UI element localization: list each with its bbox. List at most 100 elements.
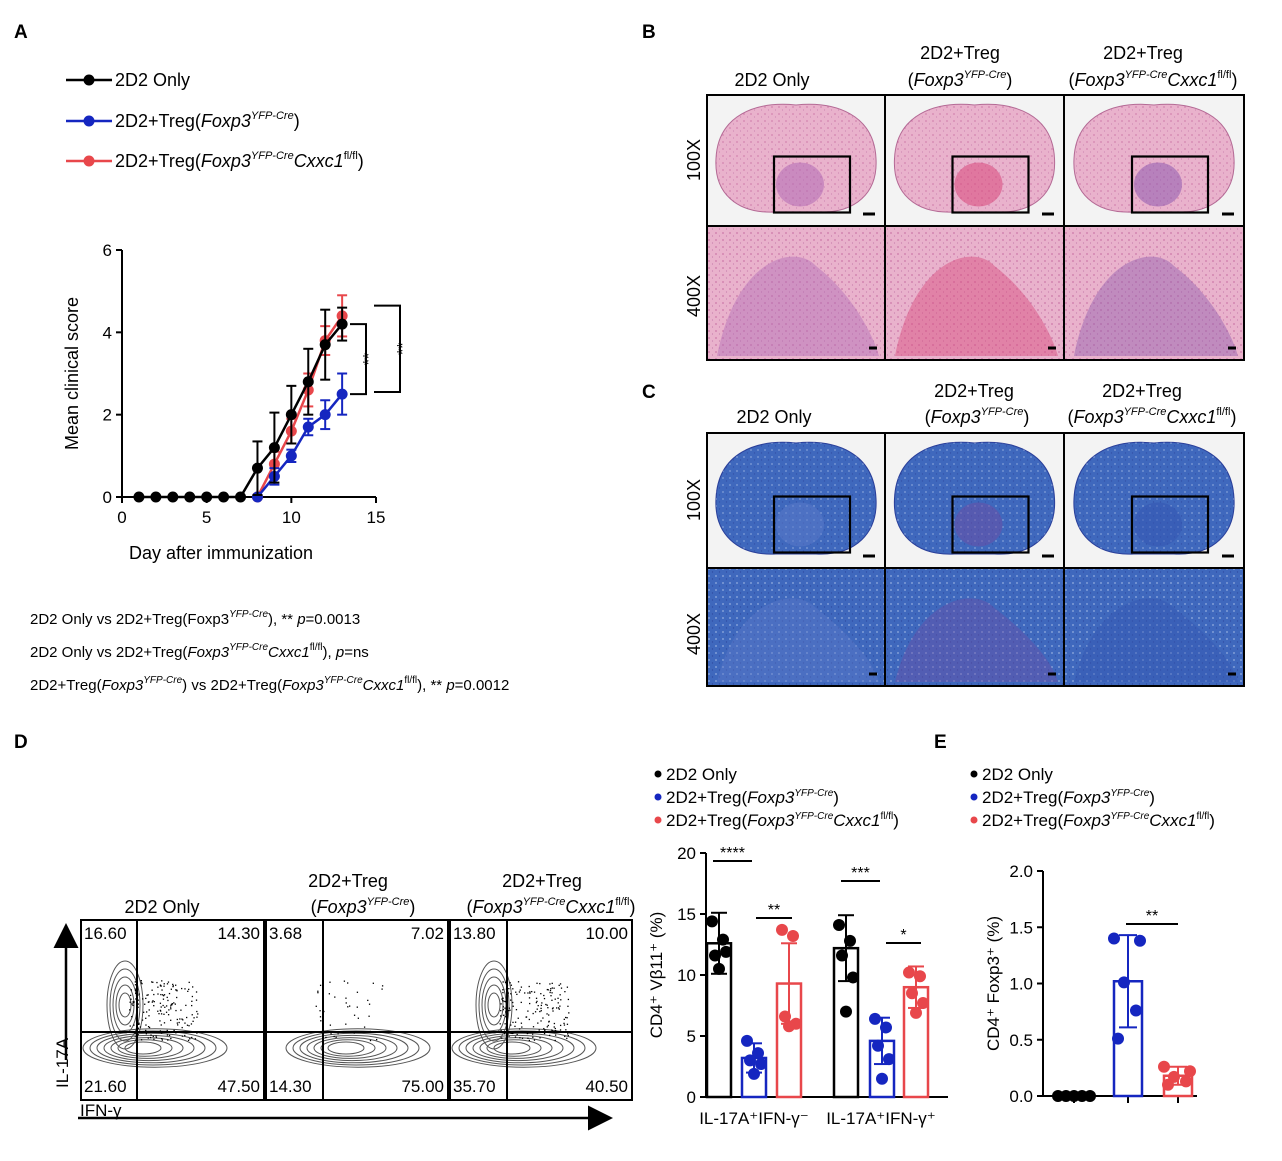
flow-event xyxy=(547,1024,549,1027)
flow-event xyxy=(161,980,163,982)
sig-bracket-1 xyxy=(350,323,367,396)
flow-event xyxy=(196,1010,198,1013)
flow-event xyxy=(535,1001,538,1004)
zoom-box xyxy=(772,495,852,554)
flow-event xyxy=(143,1011,145,1013)
legend-marker-only xyxy=(83,74,95,86)
stats-line-1: 2D2 Only vs 2D2+Treg(Foxp3YFP-Cre), ** p… xyxy=(30,609,360,628)
flow-event xyxy=(129,994,132,997)
flow-contour xyxy=(117,1039,173,1057)
flow-event xyxy=(520,1001,522,1004)
data-point xyxy=(914,970,926,983)
flow-event xyxy=(167,981,170,983)
flow-event xyxy=(550,995,552,997)
flow-event xyxy=(159,985,162,987)
row-label-100x-b: 100X xyxy=(684,139,704,181)
flow-event xyxy=(195,999,198,1001)
flow-event xyxy=(130,989,133,991)
flow-event xyxy=(170,1008,172,1010)
flow-event xyxy=(181,1035,184,1037)
flow-event xyxy=(170,1037,172,1040)
flow-event xyxy=(153,1038,155,1040)
data-point xyxy=(150,491,162,503)
y-tick-label: 0.0 xyxy=(1009,1087,1033,1106)
data-point xyxy=(302,376,314,388)
flow-event xyxy=(163,983,165,985)
flow-event xyxy=(337,1033,339,1035)
flow-plot xyxy=(449,919,633,1101)
flow-event xyxy=(541,1002,543,1004)
flow-event xyxy=(160,1006,162,1008)
flow-event xyxy=(133,1001,135,1003)
flow-event xyxy=(539,982,541,985)
flow-event xyxy=(190,1023,193,1025)
flow-event xyxy=(505,1001,507,1003)
flow-contour xyxy=(478,968,510,1042)
flow-event xyxy=(559,983,562,985)
flow-contour xyxy=(106,960,144,1050)
data-point xyxy=(906,987,918,1000)
flow-event xyxy=(510,1032,512,1034)
flow-event xyxy=(535,997,538,999)
flow-event xyxy=(137,1006,139,1008)
flow-event xyxy=(134,984,137,986)
flow-event xyxy=(176,996,178,999)
flow-event xyxy=(520,986,523,988)
flow-event xyxy=(134,989,137,992)
lesion-area xyxy=(717,256,879,356)
flow-event xyxy=(528,997,531,999)
flow-event xyxy=(159,1002,162,1004)
flow-contour xyxy=(484,984,504,1026)
flow-event xyxy=(551,987,553,989)
flow-contour xyxy=(313,1037,387,1059)
flow-event xyxy=(171,1003,174,1005)
legend-marker-cxxc1 xyxy=(83,155,95,167)
flow-event xyxy=(347,1006,349,1008)
flow-event xyxy=(546,1013,548,1015)
flow-event xyxy=(518,1028,521,1030)
flow-event xyxy=(159,1020,161,1022)
flow-event xyxy=(163,1022,166,1024)
flow-event xyxy=(179,1018,181,1020)
flow-event xyxy=(510,1024,512,1026)
flow-headers: 2D2 Only 2D2+Treg (Foxp3YFP-Cre) 2D2+Tre… xyxy=(124,871,635,917)
flow-contour xyxy=(486,1039,542,1057)
quadrant-lower-right: 40.50 xyxy=(585,1077,628,1096)
flow-event xyxy=(554,1027,556,1030)
flow-event xyxy=(546,1004,548,1006)
flow-event xyxy=(137,999,139,1001)
flow-event xyxy=(345,997,347,999)
flow-plots: 16.60 14.30 21.60 47.50 3.68 7.02 14.30 75.00 13… xyxy=(80,919,633,1101)
flow-event xyxy=(527,992,529,994)
flow-event xyxy=(533,991,536,993)
lesion-area xyxy=(776,162,824,207)
quadrant-upper-left: 3.68 xyxy=(269,924,302,943)
data-point xyxy=(876,1072,888,1085)
data-point xyxy=(235,491,247,503)
flow-event xyxy=(554,1030,557,1032)
row-label-100x-c: 100X xyxy=(684,479,704,521)
flow-event xyxy=(381,988,383,990)
stats-text: 2D2 Only vs 2D2+Treg(Foxp3YFP-Cre), ** p… xyxy=(30,609,509,694)
flow-event xyxy=(536,1008,538,1010)
flow-event xyxy=(325,1036,327,1039)
flow-event xyxy=(546,1026,548,1028)
data-point xyxy=(709,949,721,962)
category-label: IL-17A⁺IFN-γ⁻ xyxy=(699,1109,809,1128)
flow-event xyxy=(559,1005,561,1007)
flow-event xyxy=(176,1022,179,1024)
data-point xyxy=(285,450,297,462)
flow-event xyxy=(554,1039,556,1042)
flow-event xyxy=(510,999,512,1001)
flow-event xyxy=(567,1033,569,1035)
flow-event xyxy=(186,1024,189,1026)
flow-event xyxy=(563,1024,566,1026)
flow-event xyxy=(519,1037,521,1039)
flow-event xyxy=(194,1038,197,1040)
flow-event xyxy=(343,980,346,982)
flow-event xyxy=(153,993,155,996)
flow-event xyxy=(195,991,198,993)
flow-event xyxy=(145,1017,147,1019)
quadrant-lower-right: 47.50 xyxy=(217,1077,260,1096)
data-point xyxy=(840,1005,852,1018)
